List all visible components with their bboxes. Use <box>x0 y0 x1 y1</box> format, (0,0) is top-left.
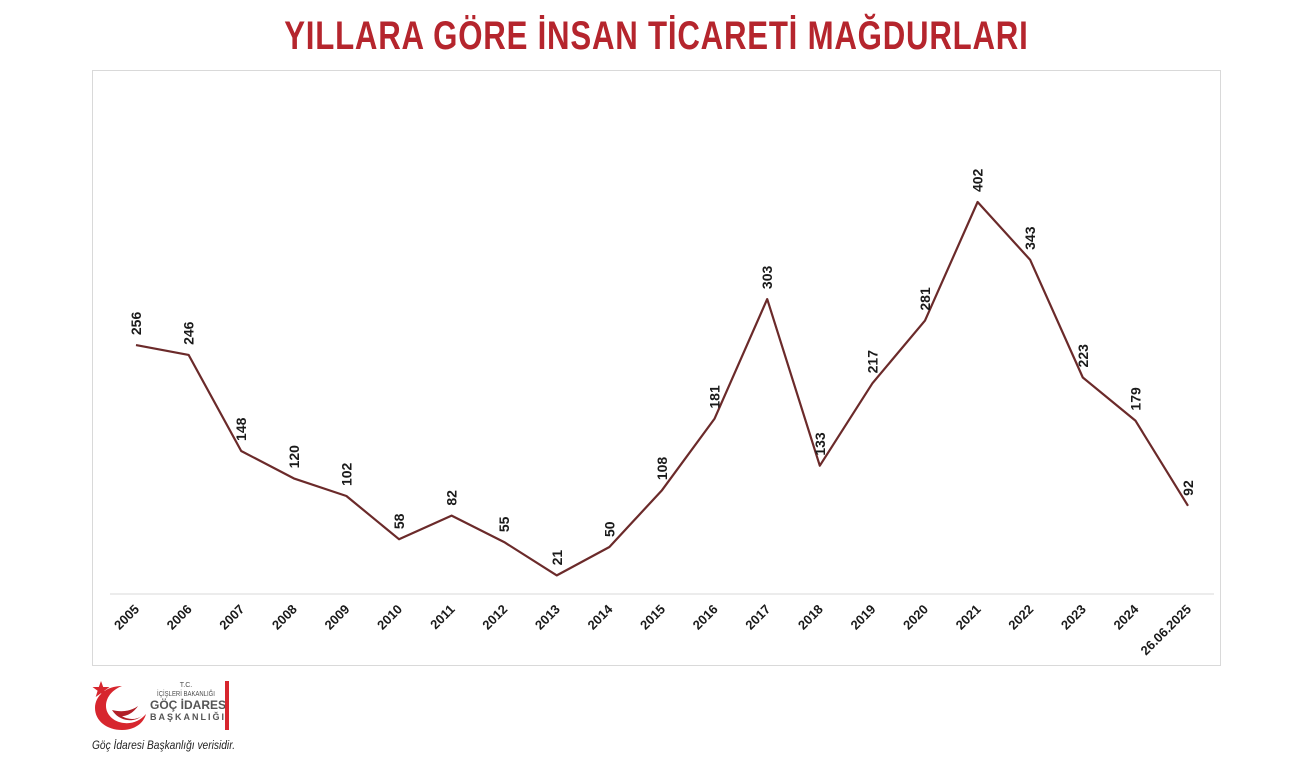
data-label: 179 <box>1127 387 1143 411</box>
logo-divider <box>225 681 229 730</box>
data-label: 102 <box>338 462 354 486</box>
data-label: 256 <box>128 312 144 336</box>
x-tick-label: 2022 <box>1005 602 1036 633</box>
x-tick-label: 2010 <box>374 602 405 633</box>
x-tick-label: 2015 <box>637 602 668 633</box>
x-tick-label: 2014 <box>584 601 616 633</box>
logo-text: T.C. İÇİŞLERİ BAKANLIĞI GÖÇ İDARESİ BAŞK… <box>150 682 230 723</box>
x-tick-label: 2020 <box>900 602 931 633</box>
data-label: 120 <box>286 445 302 469</box>
data-label: 21 <box>549 550 565 566</box>
data-label: 108 <box>654 457 670 481</box>
x-tick-label: 2013 <box>532 602 563 633</box>
data-label: 303 <box>759 265 775 289</box>
x-tick-label: 2016 <box>690 602 721 633</box>
crescent-star-icon <box>92 681 146 730</box>
chart-title: YILLARA GÖRE İNSAN TİCARETİ MAĞDURLARI <box>284 14 1029 58</box>
logo-org: GÖÇ İDARESİ <box>150 698 230 712</box>
data-label: 217 <box>864 350 880 374</box>
logo-tc: T.C. <box>179 682 193 689</box>
chart-frame <box>92 70 1221 666</box>
logo-ministry: İÇİŞLERİ BAKANLIĞI <box>157 691 215 698</box>
data-label: 343 <box>1022 226 1038 250</box>
data-label: 181 <box>707 385 723 409</box>
x-tick-label: 26.06.2025 <box>1137 602 1194 659</box>
star-icon <box>92 681 110 697</box>
data-label: 281 <box>917 287 933 311</box>
x-tick-label: 2018 <box>795 602 826 633</box>
data-label: 82 <box>444 490 460 506</box>
logo-dept: BAŞKANLIĞI <box>150 712 226 722</box>
x-tick-label: 2024 <box>1110 601 1142 633</box>
x-tick-label: 2012 <box>479 602 510 633</box>
bird-icon <box>112 706 142 721</box>
x-tick-label: 2023 <box>1058 602 1089 633</box>
data-label: 58 <box>391 513 407 529</box>
data-label: 402 <box>970 168 986 192</box>
x-tick-label: 2021 <box>953 602 984 633</box>
series-line <box>135 200 1189 577</box>
data-label: 246 <box>181 321 197 345</box>
x-tick-label: 2007 <box>216 602 247 633</box>
data-label: 148 <box>233 417 249 441</box>
crescent-icon <box>95 686 146 730</box>
x-tick-label: 2009 <box>321 602 352 633</box>
x-tick-label: 2017 <box>742 602 773 633</box>
x-tick-label: 2008 <box>269 602 300 633</box>
data-label: 133 <box>812 432 828 456</box>
x-tick-label: 2011 <box>427 602 458 633</box>
x-tick-label: 2006 <box>164 602 195 633</box>
data-label: 223 <box>1075 344 1091 368</box>
x-tick-label: 2019 <box>847 602 878 633</box>
data-label: 55 <box>496 516 512 532</box>
data-label: 50 <box>601 521 617 537</box>
x-tick-label: 2005 <box>111 602 142 633</box>
data-label: 92 <box>1180 480 1196 496</box>
source-note: Göç İdaresi Başkanlığı verisidir. <box>92 738 236 752</box>
